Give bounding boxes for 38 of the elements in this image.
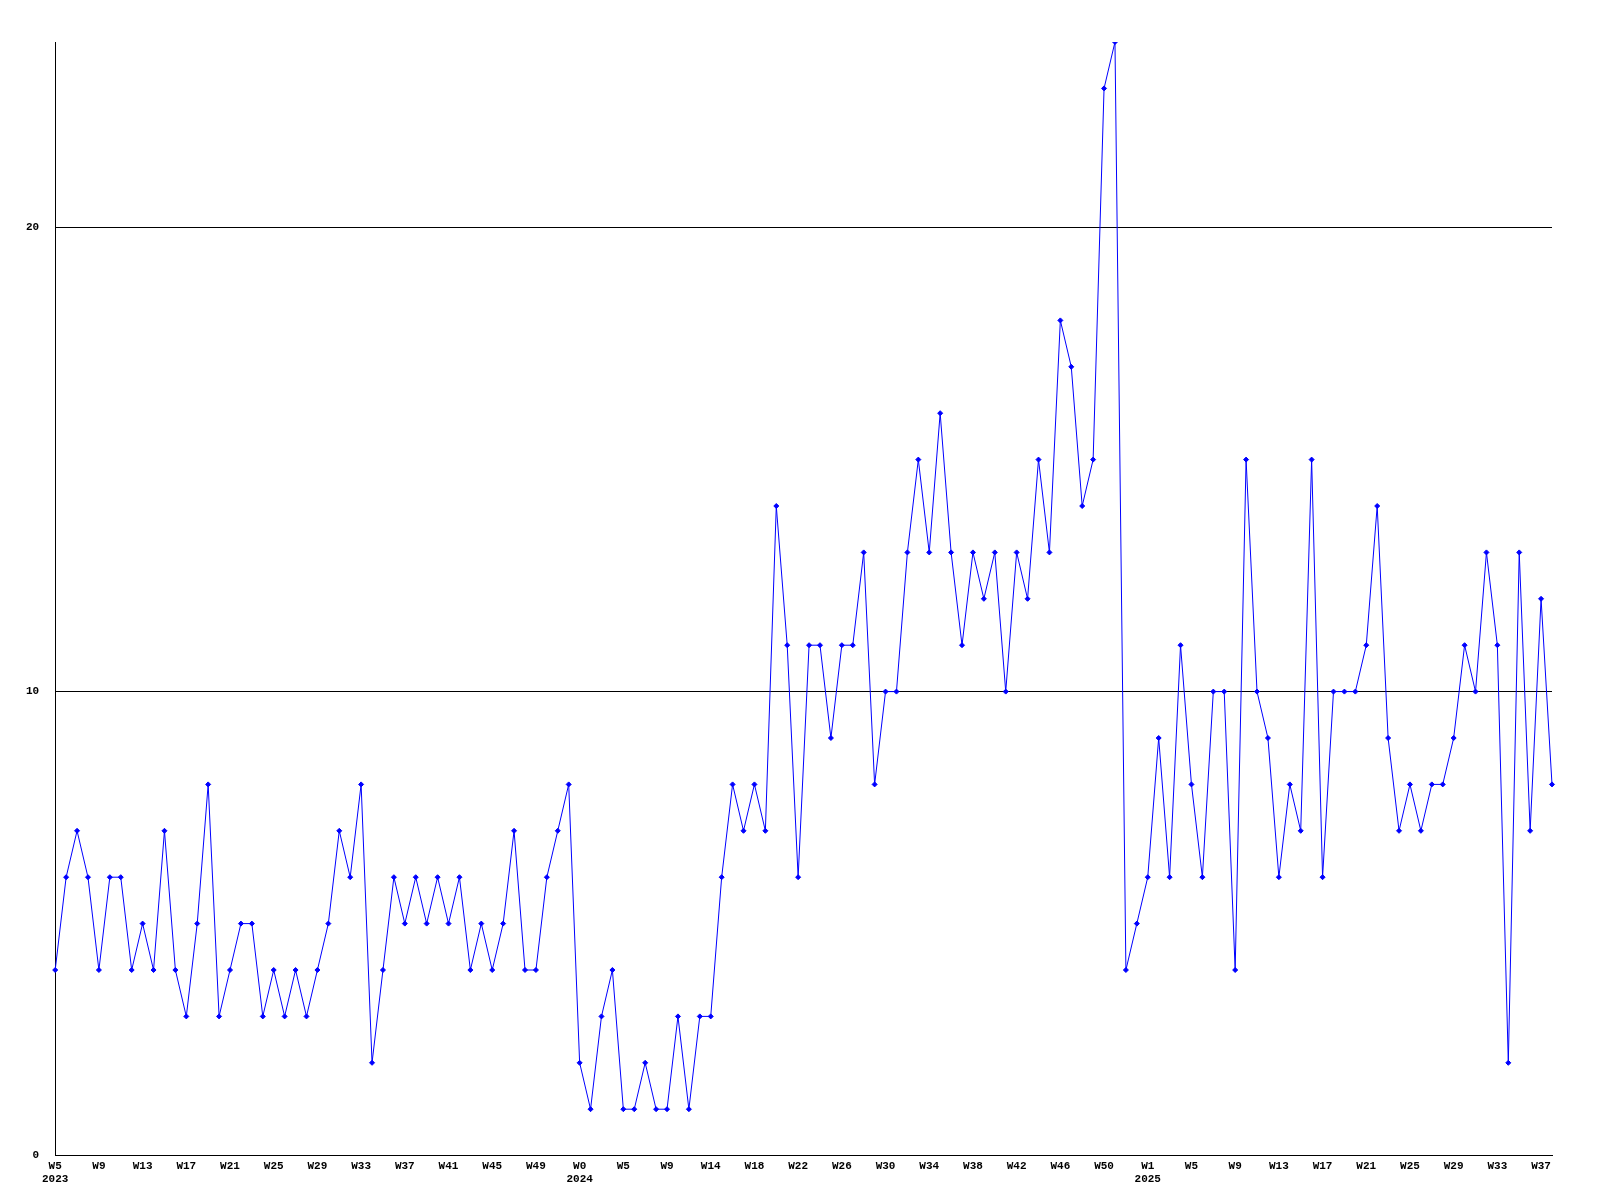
x-tick-label: W45 (482, 1159, 503, 1172)
y-tick-label: 10 (26, 685, 40, 698)
x-tick-label: W25 (1400, 1159, 1421, 1172)
x-tick-label: W21 (1356, 1159, 1377, 1172)
x-tick-label: W5 2023 (42, 1159, 69, 1186)
x-tick-label: W25 (263, 1159, 285, 1172)
x-tick-label: W22 (788, 1159, 809, 1172)
x-tick-label: W26 (831, 1159, 852, 1172)
x-tick-label: W38 (963, 1159, 984, 1172)
x-tick-label: W34 (919, 1159, 940, 1172)
x-tick-label: W17 (176, 1159, 197, 1172)
x-tick-label: W37 (394, 1159, 415, 1172)
y-tick-label: 0 (32, 1149, 40, 1162)
x-tick-label: W46 (1050, 1159, 1071, 1172)
x-tick-label: W0 2024 (566, 1159, 594, 1186)
x-tick-label: W5 (616, 1159, 631, 1172)
x-tick-label: W29 (307, 1159, 328, 1172)
x-tick-label: W14 (700, 1159, 722, 1172)
x-tick-label: W30 (875, 1159, 896, 1172)
x-tick-label: W50 (1094, 1159, 1114, 1172)
x-tick-label: W9 (660, 1159, 674, 1172)
x-tick-label: W41 (438, 1159, 459, 1172)
x-tick-label: W13 (1268, 1159, 1290, 1172)
x-tick-label: W49 (526, 1159, 546, 1172)
x-tick-label: W1 2025 (1134, 1159, 1162, 1186)
x-tick-label: W21 (220, 1159, 241, 1172)
x-tick-label: W18 (744, 1159, 765, 1172)
x-tick-label: W5 (1184, 1159, 1199, 1172)
x-tick-label: W9 (92, 1159, 106, 1172)
x-tick-label: W42 (1006, 1159, 1027, 1172)
x-tick-label: W17 (1312, 1159, 1333, 1172)
x-tick-label: W33 (351, 1159, 372, 1172)
y-tick-label: 20 (26, 221, 40, 234)
x-tick-label: W9 (1228, 1159, 1242, 1172)
x-tick-label: W29 (1443, 1159, 1464, 1172)
x-tick-label: W37 (1531, 1159, 1551, 1172)
x-tick-label: W33 (1487, 1159, 1508, 1172)
x-tick-label: W13 (132, 1159, 153, 1172)
